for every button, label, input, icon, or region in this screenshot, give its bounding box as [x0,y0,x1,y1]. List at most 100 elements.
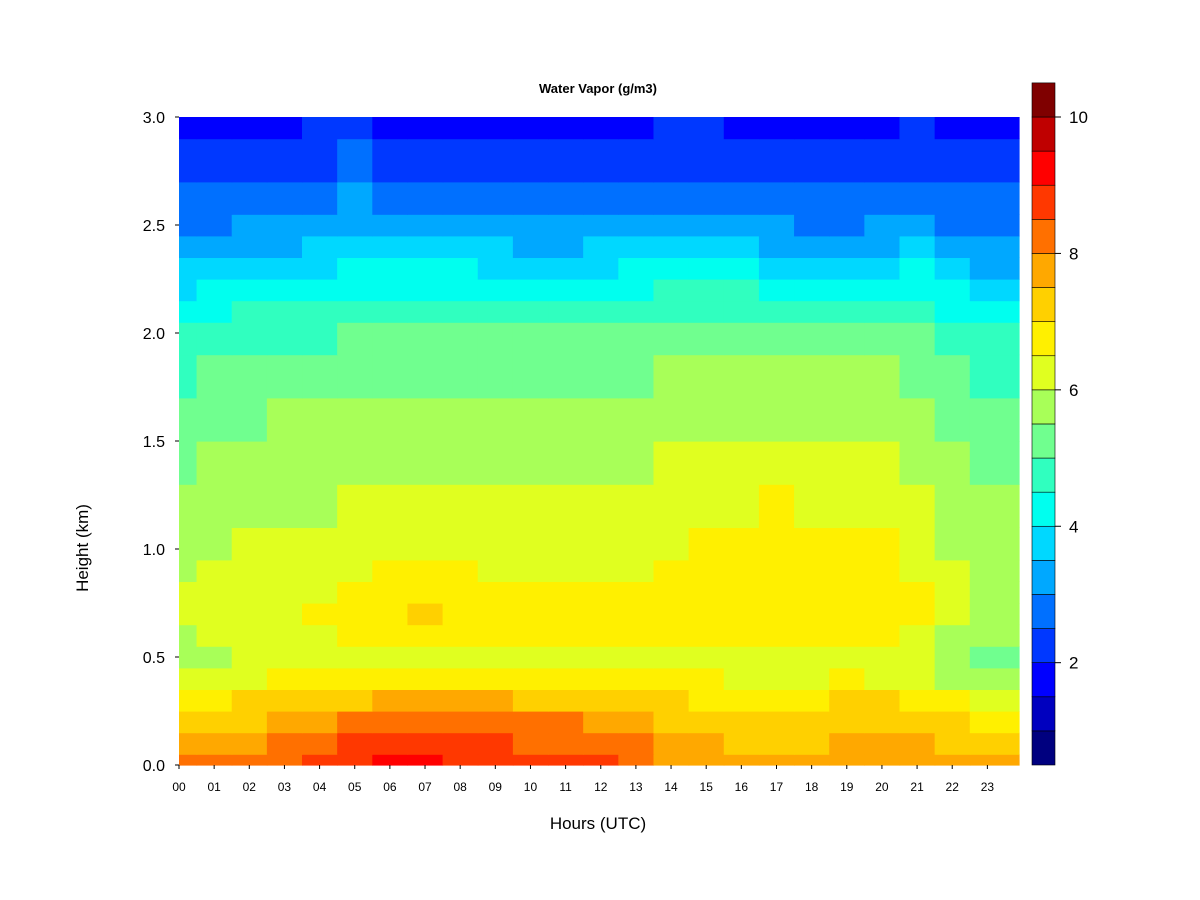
heatmap-cell [829,484,865,528]
heatmap-cell [372,117,409,140]
heatmap-cell [794,257,830,280]
heatmap-cell [266,559,303,582]
heatmap-cell [302,603,338,626]
heatmap-cell [548,667,584,690]
heatmap-cell [899,214,936,237]
heatmap-cell [477,181,514,215]
heatmap-cell [302,300,338,323]
heatmap-cell [179,603,198,626]
x-tick-label: 23 [981,780,995,794]
heatmap-cell [864,624,901,647]
heatmap-cell [688,300,725,323]
colorbar-swatch [1031,628,1056,663]
heatmap-cell [618,559,655,582]
heatmap-cell [758,322,795,356]
heatmap-cell [934,667,971,690]
heatmap-cell [583,711,619,734]
heatmap-cell [794,354,830,399]
heatmap-cell [302,181,338,215]
heatmap-cell [407,354,444,399]
heatmap-cell [548,581,584,604]
heatmap-cell [688,117,725,140]
heatmap-cell [899,300,936,323]
heatmap-cell [653,279,690,302]
heatmap-cell [899,732,936,755]
heatmap-cell [758,646,795,669]
heatmap-cell [407,527,444,561]
heatmap-cell [302,117,338,140]
heatmap-cell [723,732,760,755]
heatmap-cell [337,214,373,237]
heatmap-cell [864,214,901,237]
heatmap-cell [442,300,479,323]
heatmap-cell [548,117,584,140]
heatmap-cell [337,624,373,647]
heatmap-cell [934,711,971,734]
heatmap-cell [794,397,830,442]
heatmap-cell [688,354,725,399]
heatmap-cell [899,354,936,399]
heatmap-cell [758,689,795,712]
heatmap-cell [583,181,619,215]
heatmap-cell [196,138,233,183]
heatmap-cell [688,138,725,183]
heatmap-cell [442,689,479,712]
heatmap-cell [899,581,936,604]
heatmap-cell [583,527,619,561]
heatmap-cell [512,667,549,690]
heatmap-cell [618,527,655,561]
heatmap-cell [179,732,198,755]
colorbar-swatch [1031,253,1056,288]
heatmap-cell [653,527,690,561]
heatmap-cell [618,441,655,485]
x-tick-label: 13 [629,780,643,794]
heatmap-cell [337,441,373,485]
heatmap-cell [266,646,303,669]
heatmap-cell [337,711,373,734]
heatmap-cell [758,667,795,690]
heatmap-cell [477,397,514,442]
heatmap-cell [266,603,303,626]
heatmap-cell [723,484,760,528]
heatmap-cell [231,322,268,356]
x-tick-label: 03 [278,780,292,794]
heatmap-cell [196,603,233,626]
heatmap-cell [583,646,619,669]
heatmap-cell [302,667,338,690]
heatmap-cell [196,441,233,485]
colorbar-swatch [1031,662,1056,698]
heatmap-cell [302,732,338,755]
heatmap-cell [969,279,1020,302]
heatmap-cell [266,181,303,215]
heatmap-cell [372,559,409,582]
heatmap-cell [337,559,373,582]
heatmap-cell [548,754,584,766]
heatmap-cell [723,235,760,258]
heatmap-cell [688,257,725,280]
heatmap-cell [864,441,901,485]
heatmap-cell [196,624,233,647]
heatmap-cell [758,279,795,302]
heatmap-cell [231,559,268,582]
heatmap-cell [864,484,901,528]
heatmap-cell [864,322,901,356]
heatmap-cell [864,603,901,626]
heatmap-cell [794,322,830,356]
heatmap-cell [477,257,514,280]
heatmap-cell [266,667,303,690]
heatmap-cell [758,300,795,323]
heatmap-cell [829,300,865,323]
heatmap-cell [372,527,409,561]
heatmap-cell [477,279,514,302]
heatmap-cell [548,214,584,237]
heatmap-cell [512,484,549,528]
heatmap-cell [829,117,865,140]
heatmap-cell [794,624,830,647]
heatmap-cell [794,667,830,690]
colorbar-tick-label: 6 [1069,381,1078,400]
heatmap-cell [477,441,514,485]
heatmap-cell [407,322,444,356]
heatmap-cell [548,322,584,356]
colorbar: 2 4 6 8 10 [1031,82,1088,766]
heatmap-cell [442,397,479,442]
